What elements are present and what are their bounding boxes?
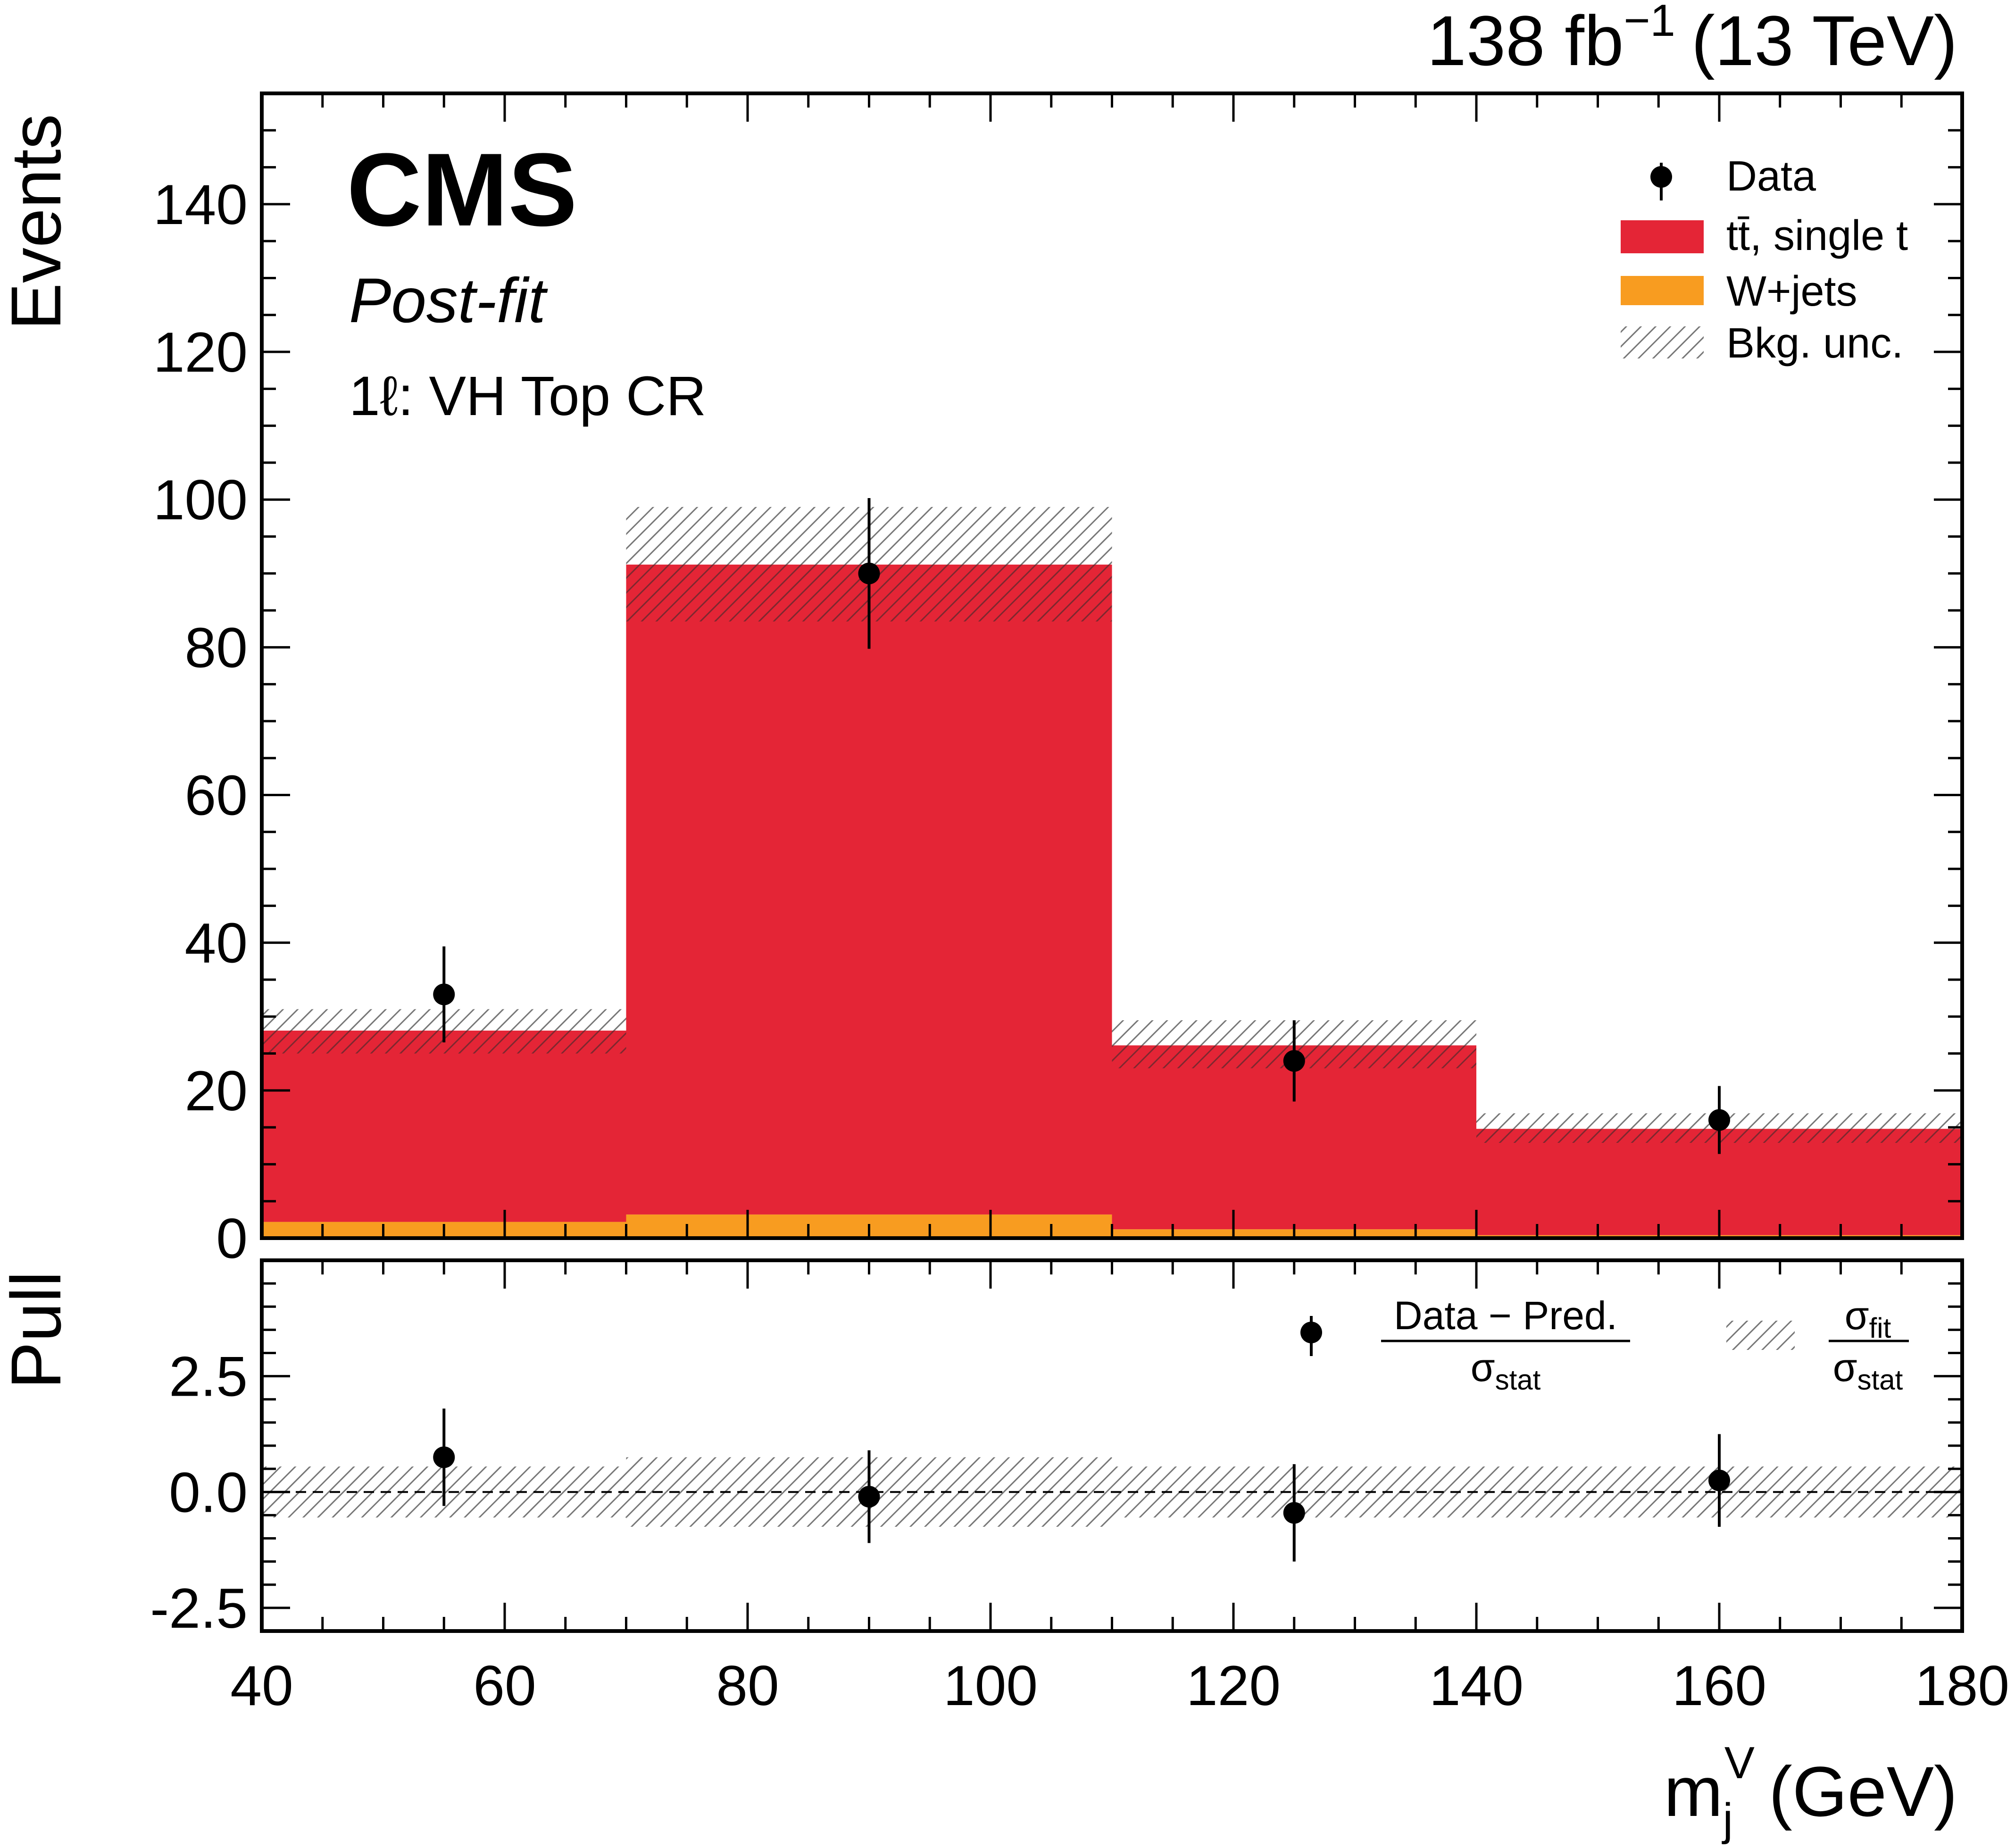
pull-y-tick-label: 0.0 — [169, 1461, 248, 1524]
main-axes: 0 20 40 60 80 100 120 140 — [153, 92, 1964, 1270]
x-tick-label: 120 — [1186, 1654, 1281, 1717]
legend-wjets-label: W+jets — [1726, 268, 1857, 315]
legend-data-label: Data — [1726, 153, 1816, 200]
cms-logo-text: CMS — [347, 132, 577, 248]
region-label: 1ℓ: VH Top CR — [349, 365, 706, 427]
pull-frame — [260, 1258, 1964, 1633]
data-point-0 — [433, 983, 455, 1006]
y-axis-title-events: Events — [0, 114, 75, 330]
main-legend: Data tt̄, single t W+jets Bkg. unc. — [1621, 153, 1908, 367]
x-tick-label: 60 — [473, 1654, 536, 1717]
bar-ttbar-bin-1 — [626, 564, 1112, 1215]
pull-y-tick-label: -2.5 — [150, 1577, 248, 1640]
x-tick-label: 100 — [943, 1654, 1038, 1717]
x-tick-label: 80 — [716, 1654, 779, 1717]
pull-numerator: Data − Pred. — [1394, 1293, 1617, 1338]
legend-sigma-band-swatch — [1726, 1321, 1795, 1350]
legend-bkgunc-swatch — [1621, 326, 1704, 358]
legend-ttbar-label: tt̄, single t — [1726, 212, 1908, 259]
data-points — [433, 498, 1730, 1154]
data-point-3 — [1708, 1109, 1730, 1131]
stacked-histogram — [262, 564, 1962, 1238]
y-tick-label: 60 — [185, 764, 248, 827]
y-tick-label: 20 — [185, 1059, 248, 1123]
x-tick-label: 40 — [230, 1654, 293, 1717]
y-tick-label: 140 — [153, 173, 248, 236]
y-tick-label: 0 — [216, 1207, 248, 1270]
x-axis-title: mjV (GeV) — [1664, 1738, 1957, 1845]
legend-wjets-swatch — [1621, 276, 1704, 305]
pull-axes: 40 60 80 100 120 140 160 180 -2.5 0.0 2.5 — [150, 1258, 2009, 1717]
pull-point-0 — [433, 1446, 455, 1468]
y-tick-label: 100 — [153, 468, 248, 532]
x-tick-label: 180 — [1915, 1654, 2009, 1717]
pull-point-3 — [1708, 1469, 1730, 1491]
legend-data-marker — [1650, 166, 1672, 188]
band-numerator: σfit — [1845, 1293, 1891, 1344]
y-tick-label: 120 — [153, 321, 248, 384]
x-tick-label: 140 — [1429, 1654, 1524, 1717]
y-axis-title-pull: Pull — [0, 1271, 75, 1389]
legend-bkgunc-label: Bkg. unc. — [1726, 320, 1903, 367]
bar-ttbar-bin-0 — [262, 1031, 626, 1222]
legend-ttbar-swatch — [1621, 220, 1704, 253]
y-tick-label: 40 — [185, 912, 248, 975]
pull-denominator: statσstat — [1471, 1345, 1541, 1396]
pull-y-tick-label: 2.5 — [169, 1345, 248, 1408]
pull-point-2 — [1283, 1502, 1305, 1524]
band-denominator: σstat — [1833, 1345, 1903, 1396]
lumi-label: 138 fb−1 (13 TeV) — [1427, 0, 1957, 80]
data-point-2 — [1283, 1050, 1305, 1072]
pull-legend: Data − Pred. statσstat σfit σstat — [1300, 1293, 1909, 1396]
postfit-label: Post-fit — [349, 266, 548, 336]
pull-points — [433, 1408, 1730, 1562]
x-tick-label: 160 — [1672, 1654, 1766, 1717]
legend-pull-marker — [1300, 1322, 1322, 1343]
data-point-1 — [858, 562, 880, 584]
y-tick-label: 80 — [185, 616, 248, 679]
pull-point-1 — [858, 1486, 880, 1508]
